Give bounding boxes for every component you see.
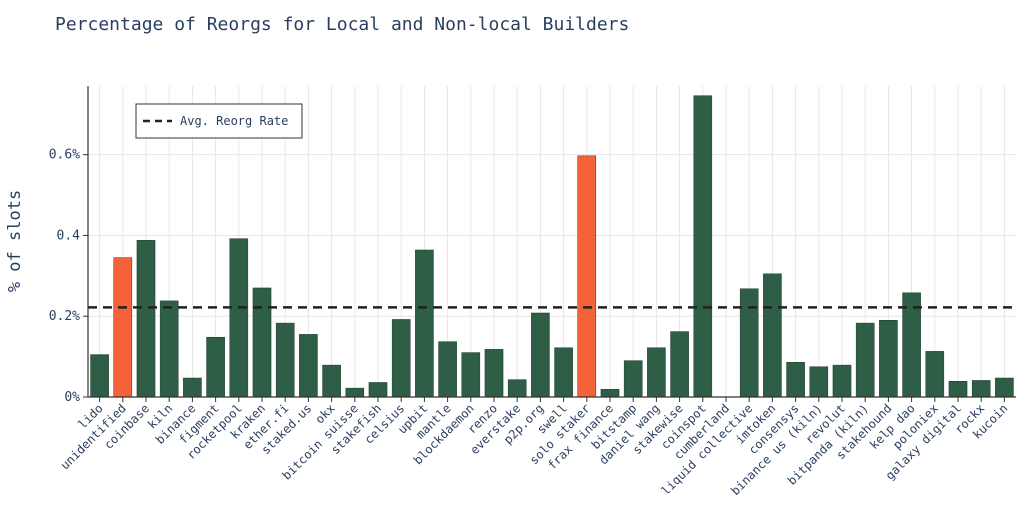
bar-rockx: [971, 380, 991, 398]
bar-bitpanda-kiln: [855, 322, 875, 398]
bar-bitcoin-suisse: [345, 387, 365, 398]
y-tick-label: 0%: [64, 390, 80, 405]
bar-mantle: [438, 341, 457, 398]
bar-bitstamp: [623, 360, 643, 398]
bar-swell: [554, 347, 573, 398]
bar-coinbase: [136, 240, 156, 398]
bar-kucoin: [995, 377, 1014, 398]
bar-upbit: [415, 249, 434, 398]
y-tick-label: 0.4: [57, 228, 81, 243]
bar-kiln: [159, 300, 179, 398]
bar-lido: [90, 354, 109, 398]
bar-coinspot: [693, 95, 713, 398]
bars: [90, 95, 1014, 398]
bar-okx: [322, 364, 341, 398]
bar-staked-us: [299, 334, 318, 398]
y-tick-labels: 0% 0.2% 0.4 0.6%: [49, 148, 88, 405]
bar-stakehound: [879, 320, 898, 398]
bar-consensys: [786, 362, 805, 398]
x-tick-labels: lidounidentifiedcoinbasekilnbinancefigme…: [58, 397, 1011, 498]
y-axis-label: % of slots: [5, 190, 25, 292]
bar-daniel-wang: [647, 347, 666, 398]
bar-kraken: [252, 287, 272, 398]
bar-binance-us-kiln: [809, 366, 829, 398]
bar-blockdaemon: [461, 352, 481, 398]
bar-frax-finance: [600, 389, 620, 398]
y-tick-label: 0.6%: [49, 148, 80, 163]
y-tick-label: 0.2%: [49, 309, 80, 324]
bar-imtoken: [763, 273, 782, 398]
legend: Avg. Reorg Rate: [135, 103, 303, 139]
bar-p2p-org: [531, 312, 550, 398]
bar-galaxy-digital: [948, 380, 968, 398]
bar-everstake: [507, 379, 527, 398]
legend-box: [135, 103, 303, 139]
bar-renzo: [484, 349, 504, 398]
bar-celsius: [391, 319, 411, 398]
bar-stakewise: [670, 331, 689, 398]
bar-stakefish: [368, 382, 388, 398]
axes: [87, 86, 1016, 398]
bar-ether-fi: [275, 322, 295, 398]
bar-revolut: [832, 364, 852, 398]
bar-poloniex: [925, 351, 945, 398]
bar-liquid-collective: [739, 288, 759, 398]
legend-entry-avg-reorg-rate: Avg. Reorg Rate: [180, 114, 288, 128]
bar-binance: [183, 377, 202, 398]
bar-solo-staker: [577, 155, 597, 398]
bar-figment: [206, 336, 225, 398]
chart-title: Percentage of Reorgs for Local and Non-l…: [55, 14, 629, 35]
bar-rocketpool: [229, 238, 249, 398]
bar-unidentified: [113, 257, 133, 398]
